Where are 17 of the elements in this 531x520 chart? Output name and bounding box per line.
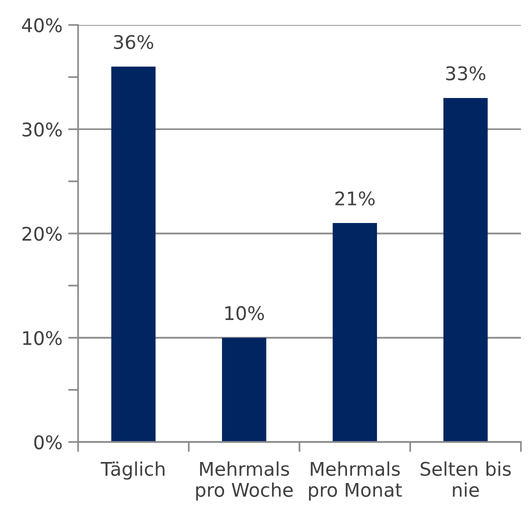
data-label: 33%: [446, 66, 486, 80]
data-label: 10%: [225, 306, 264, 320]
bar: [222, 338, 266, 442]
x-tick-label: Mehrmals pro Woche: [196, 461, 293, 501]
bar: [443, 98, 488, 442]
x-tick-label: Täglich: [100, 461, 164, 480]
y-tick-label: 40%: [22, 18, 62, 32]
bar: [111, 66, 156, 442]
data-label: 21%: [335, 191, 375, 206]
x-tick-label: Mehrmals pro Monat: [309, 461, 402, 501]
x-tick-label: Selten bis nie: [420, 461, 511, 497]
y-tick-label: 10%: [23, 330, 62, 346]
y-tick-label: 0%: [34, 435, 62, 450]
y-tick-label: 30%: [22, 122, 62, 137]
y-tick-label: 20%: [22, 226, 62, 241]
data-label: 36%: [114, 34, 154, 50]
bar: [332, 223, 377, 442]
